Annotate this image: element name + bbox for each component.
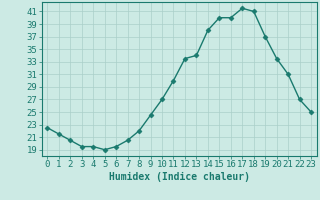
- X-axis label: Humidex (Indice chaleur): Humidex (Indice chaleur): [109, 172, 250, 182]
